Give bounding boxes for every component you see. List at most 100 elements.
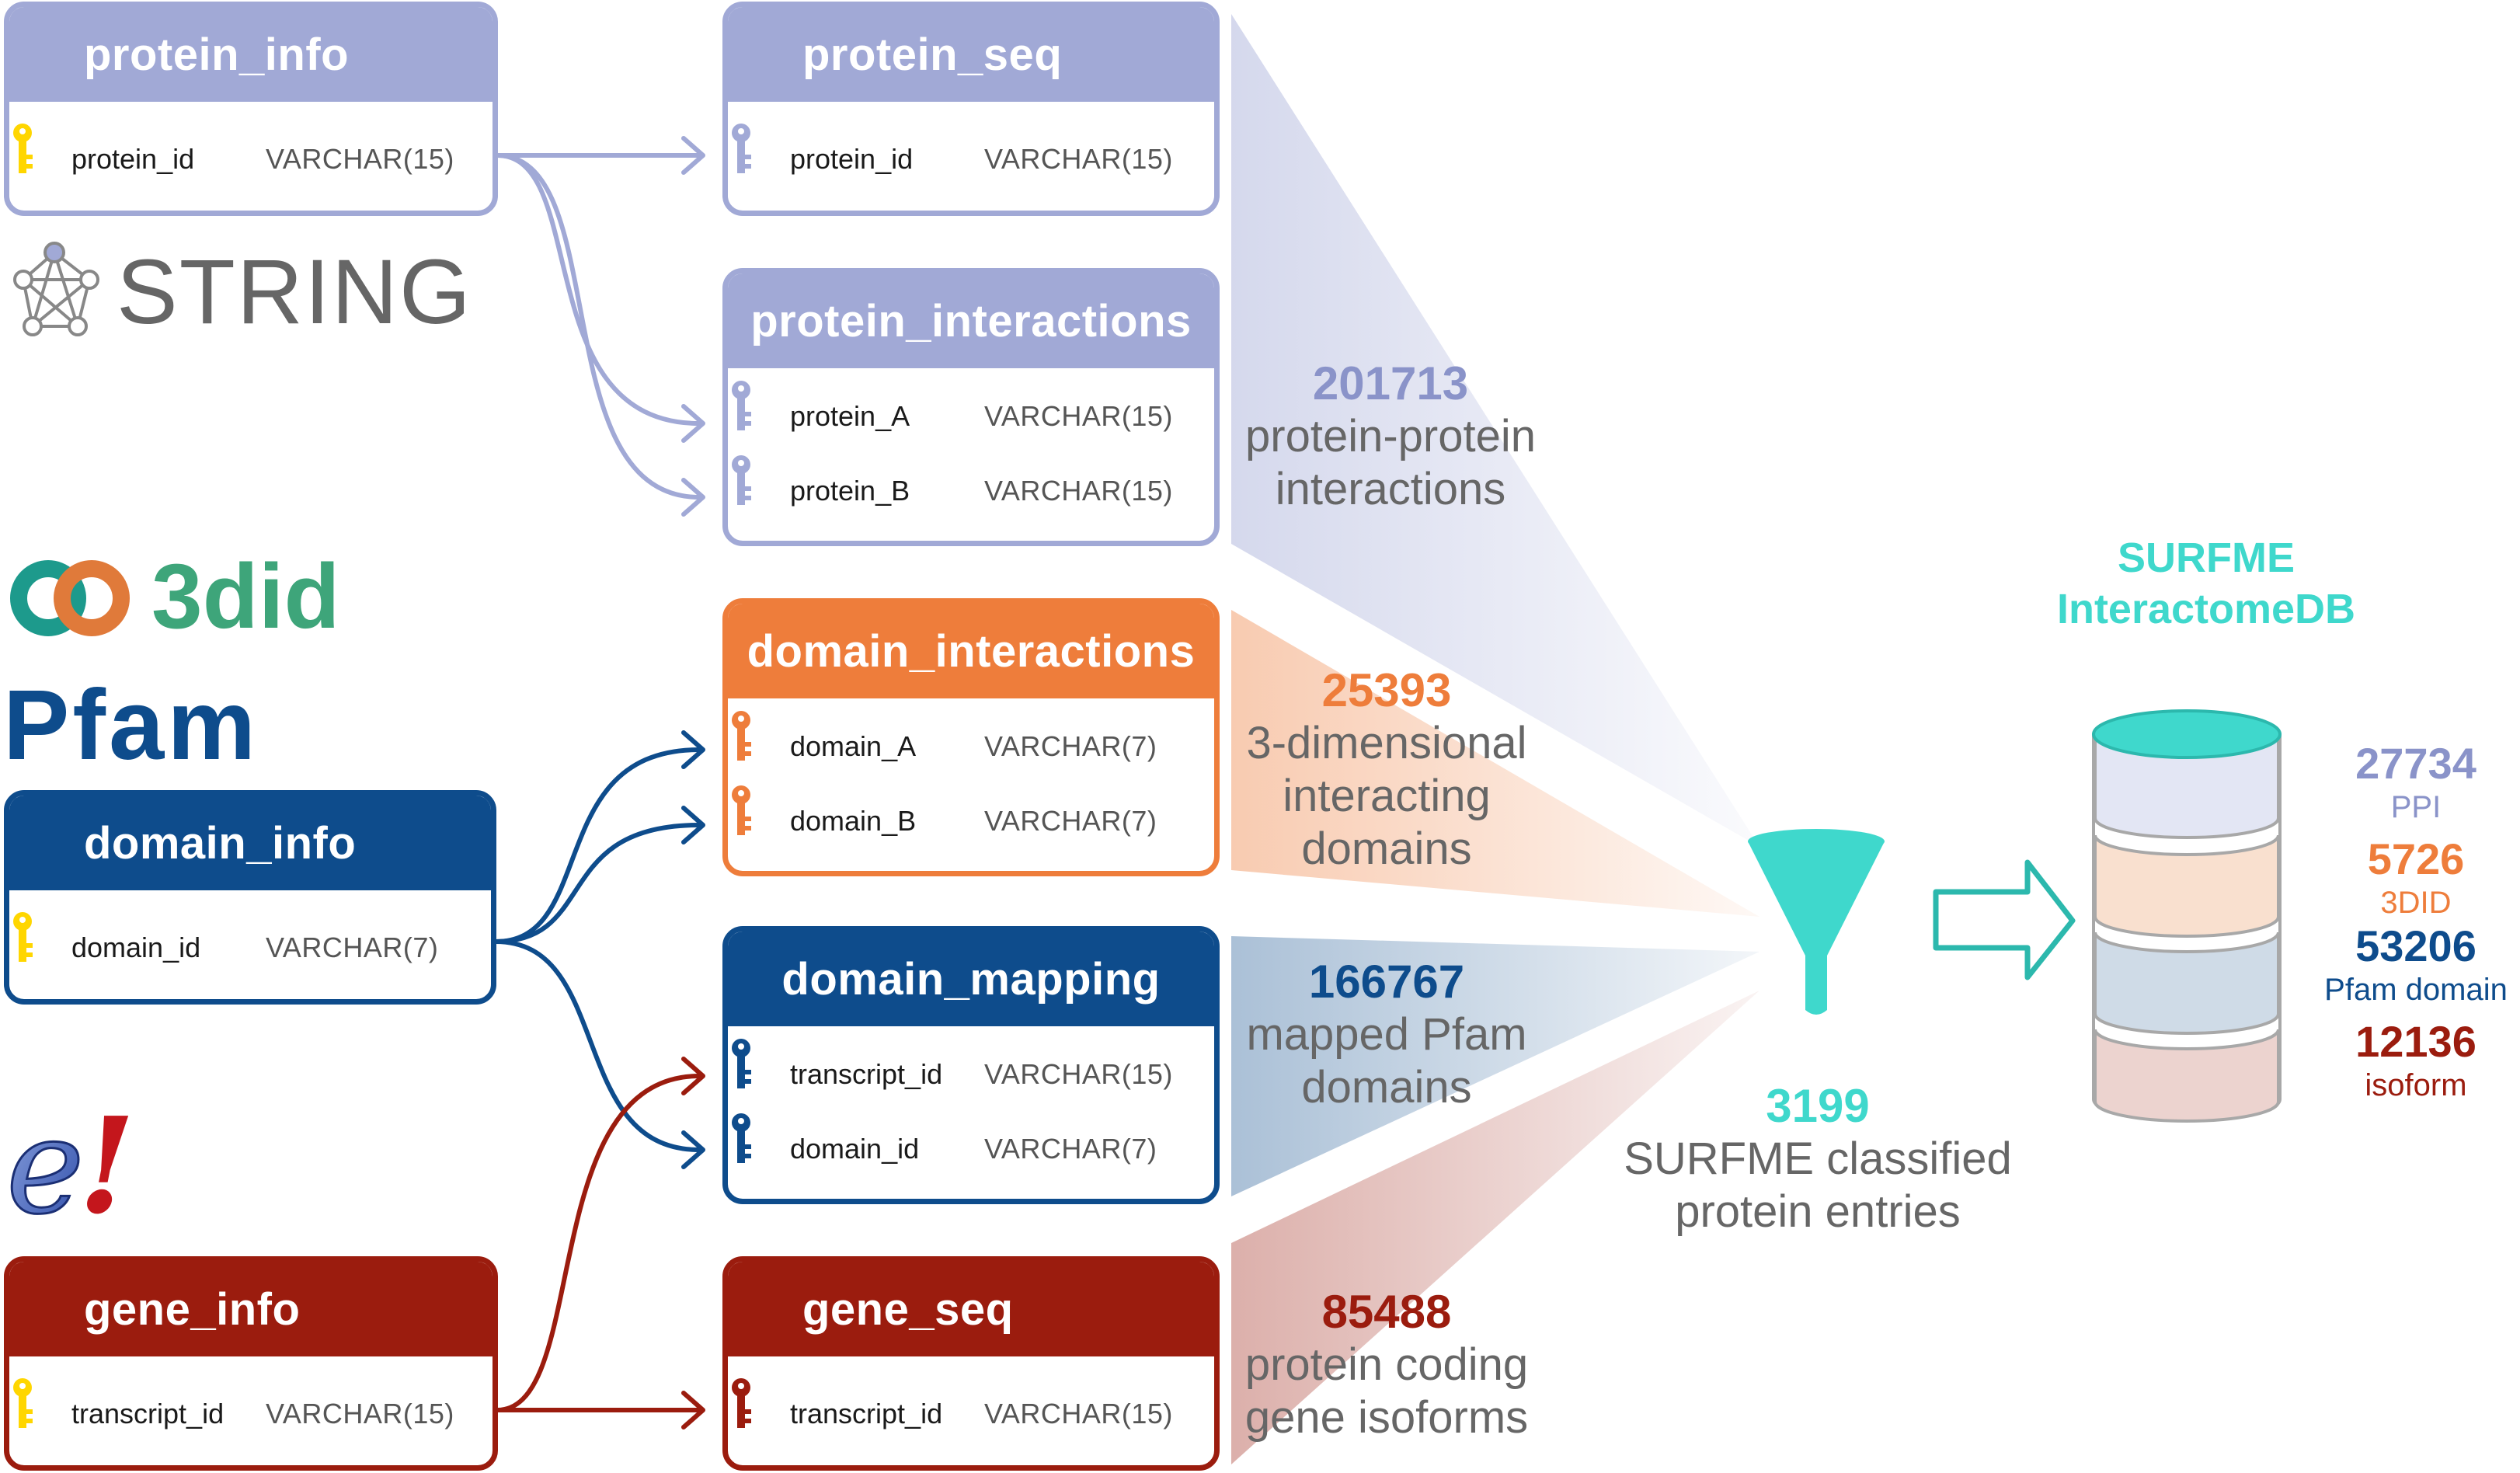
stat-label: mapped Pfam bbox=[1246, 1009, 1527, 1060]
svg-text:e: e bbox=[6, 1090, 85, 1244]
fan-string bbox=[1231, 14, 1759, 847]
stat-ddi: 25393 3-dimensional interacting domains bbox=[1231, 664, 1542, 876]
foreign-key-icon bbox=[732, 1378, 751, 1428]
foreign-key-icon bbox=[732, 455, 751, 505]
pfam-logo: Pfam bbox=[3, 670, 259, 781]
table-title: domain_mapping bbox=[728, 932, 1214, 1026]
table-row: transcript_id VARCHAR(15) bbox=[728, 1037, 1214, 1112]
stat-value: 3199 bbox=[1766, 1080, 1870, 1132]
stat-value: 166767 bbox=[1308, 956, 1465, 1008]
stat-label: domains bbox=[1301, 1062, 1472, 1113]
ensembl-logo-icon: e ! bbox=[5, 1088, 136, 1245]
field-name: protein_A bbox=[790, 400, 910, 432]
primary-key-icon bbox=[13, 912, 33, 962]
db-stat-3did: 5726 3DID bbox=[2315, 837, 2517, 925]
stat-label: protein-protein bbox=[1245, 411, 1536, 461]
stat-label: domains bbox=[1301, 824, 1472, 874]
string-logo: STRING bbox=[117, 241, 472, 343]
table-protein-interactions: protein_interactions protein_A VARCHAR(1… bbox=[722, 268, 1220, 546]
funnel-icon bbox=[1748, 829, 1885, 1015]
database-title-line: InteractomeDB bbox=[2056, 586, 2356, 632]
table-protein-seq: protein_seq protein_id VARCHAR(15) bbox=[722, 2, 1220, 216]
field-type: VARCHAR(15) bbox=[984, 143, 1173, 175]
db-stat-value: 27734 bbox=[2355, 739, 2476, 788]
field-type: VARCHAR(7) bbox=[984, 805, 1157, 837]
field-name: domain_id bbox=[790, 1133, 920, 1165]
table-row: domain_B VARCHAR(7) bbox=[728, 784, 1214, 858]
stat-label: 3-dimensional bbox=[1246, 718, 1527, 768]
table-title: protein_interactions bbox=[728, 273, 1214, 368]
foreign-key-icon bbox=[732, 1113, 751, 1163]
field-name: domain_id bbox=[71, 932, 201, 963]
table-title: gene_info bbox=[9, 1262, 493, 1356]
stat-value: 201713 bbox=[1312, 357, 1469, 409]
threedid-loop-icon bbox=[10, 560, 130, 636]
field-type: VARCHAR(7) bbox=[984, 730, 1157, 762]
field-type: VARCHAR(15) bbox=[984, 475, 1173, 507]
stat-pfam: 166767 mapped Pfam domains bbox=[1231, 956, 1542, 1114]
primary-key-icon bbox=[13, 1378, 33, 1428]
foreign-key-icon bbox=[732, 785, 751, 835]
field-type: VARCHAR(7) bbox=[266, 932, 439, 963]
table-row: protein_id VARCHAR(15) bbox=[728, 122, 1214, 197]
table-title: protein_seq bbox=[728, 7, 1214, 102]
stat-surfme: 3199 SURFME classified protein entries bbox=[1600, 1080, 2035, 1238]
field-name: protein_B bbox=[790, 475, 910, 507]
fan-pfam bbox=[1231, 936, 1759, 1196]
svg-text:!: ! bbox=[78, 1088, 136, 1244]
field-name: domain_A bbox=[790, 730, 917, 762]
db-stat-label: isoform bbox=[2365, 1068, 2467, 1102]
field-name: protein_id bbox=[71, 143, 195, 175]
table-row: domain_id VARCHAR(7) bbox=[9, 911, 491, 985]
table-gene-seq: gene_seq transcript_id VARCHAR(15) bbox=[722, 1256, 1220, 1471]
table-row: protein_B VARCHAR(15) bbox=[728, 454, 1214, 528]
field-name: domain_B bbox=[790, 805, 917, 837]
field-type: VARCHAR(15) bbox=[984, 1058, 1173, 1090]
table-row: protein_A VARCHAR(15) bbox=[728, 379, 1214, 454]
pfam-connectors bbox=[493, 730, 705, 1169]
table-row: transcript_id VARCHAR(15) bbox=[9, 1377, 493, 1451]
stat-value: 25393 bbox=[1321, 664, 1452, 716]
field-name: protein_id bbox=[790, 143, 914, 175]
table-title: protein_info bbox=[9, 7, 493, 102]
table-title: domain_info bbox=[9, 796, 491, 890]
primary-key-icon bbox=[13, 124, 33, 173]
db-stat-label: 3DID bbox=[2380, 886, 2452, 920]
string-network-icon bbox=[13, 242, 99, 336]
field-type: VARCHAR(7) bbox=[984, 1133, 1157, 1165]
field-type: VARCHAR(15) bbox=[984, 400, 1173, 432]
table-gene-info: gene_info transcript_id VARCHAR(15) bbox=[4, 1256, 498, 1471]
db-stat-ppi: 27734 PPI bbox=[2315, 742, 2517, 829]
table-title: domain_interactions bbox=[728, 604, 1214, 698]
foreign-key-icon bbox=[732, 381, 751, 430]
string-connectors bbox=[495, 136, 705, 517]
db-stat-label: Pfam domain bbox=[2324, 973, 2508, 1007]
db-stat-value: 53206 bbox=[2355, 921, 2476, 970]
db-stat-value: 12136 bbox=[2355, 1017, 2476, 1066]
table-row: domain_A VARCHAR(7) bbox=[728, 709, 1214, 784]
fan-3did bbox=[1231, 610, 1759, 917]
table-domain-interactions: domain_interactions domain_A VARCHAR(7) … bbox=[722, 598, 1220, 876]
field-type: VARCHAR(15) bbox=[266, 1398, 454, 1429]
table-protein-info: protein_info protein_id VARCHAR(15) bbox=[4, 2, 498, 216]
db-stat-isoform: 12136 isoform bbox=[2315, 1020, 2517, 1107]
stat-label: SURFME classified bbox=[1624, 1133, 2012, 1184]
arrow-to-db-icon bbox=[1933, 859, 2076, 980]
db-stat-value: 5726 bbox=[2367, 834, 2465, 883]
field-type: VARCHAR(15) bbox=[984, 1398, 1173, 1429]
table-domain-info: domain_info domain_id VARCHAR(7) bbox=[4, 790, 496, 1005]
field-name: transcript_id bbox=[790, 1058, 943, 1090]
table-row: domain_id VARCHAR(7) bbox=[728, 1112, 1214, 1186]
table-title: gene_seq bbox=[728, 1262, 1214, 1356]
database-icon bbox=[2092, 709, 2282, 1123]
stat-label: protein coding bbox=[1244, 1339, 1529, 1390]
stat-label: gene isoforms bbox=[1244, 1392, 1529, 1443]
foreign-key-icon bbox=[732, 124, 751, 173]
fan-ensembl bbox=[1231, 991, 1759, 1464]
field-name: transcript_id bbox=[71, 1398, 225, 1429]
field-name: transcript_id bbox=[790, 1398, 943, 1429]
stat-ppi: 201713 protein-protein interactions bbox=[1231, 357, 1550, 516]
database-title: SURFME InteractomeDB bbox=[1996, 532, 2416, 635]
